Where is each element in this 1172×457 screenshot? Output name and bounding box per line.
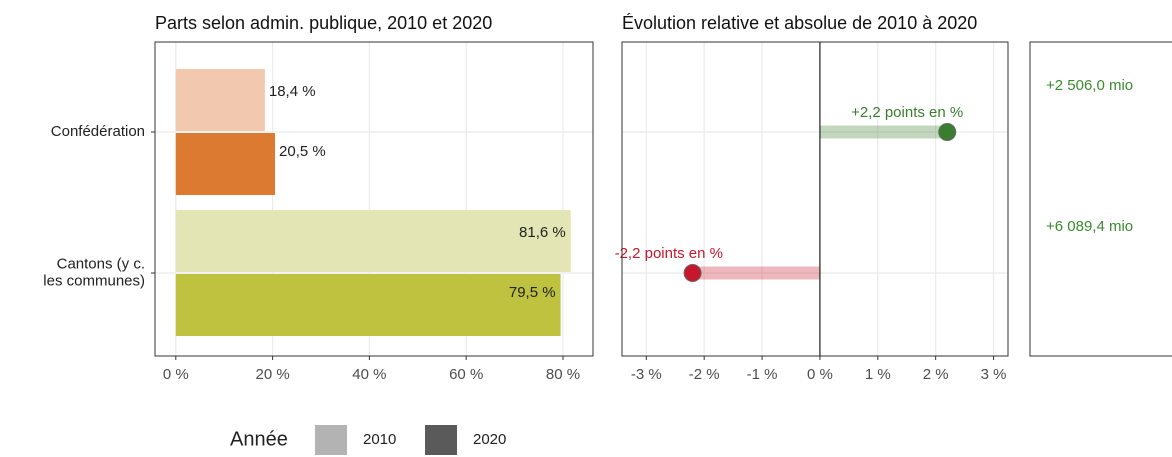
- bar: [175, 274, 561, 336]
- data-label: +2,2 points en %: [851, 104, 963, 121]
- legend-swatch: [315, 425, 347, 455]
- x-tick-label: 0 %: [163, 366, 189, 383]
- x-tick-label: -2 %: [689, 366, 720, 383]
- bar: [175, 69, 265, 131]
- data-label: 81,6 %: [519, 224, 566, 241]
- panel-border: [154, 41, 594, 357]
- change-point: [938, 123, 957, 141]
- data-label: -2,2 points en %: [615, 245, 723, 262]
- data-label: 20,5 %: [279, 143, 326, 160]
- panel-title: Parts selon admin. publique, 2010 et 202…: [155, 13, 492, 33]
- y-tick-label: Cantons (y c. les communes): [43, 255, 145, 289]
- x-tick-label: 1 %: [865, 366, 891, 383]
- x-tick-label: -1 %: [747, 366, 778, 383]
- data-label: 79,5 %: [509, 284, 556, 301]
- y-tick-label: Confédération: [51, 123, 145, 140]
- bar: [175, 210, 571, 272]
- x-tick-label: 80 %: [546, 366, 580, 383]
- x-tick-label: -3 %: [631, 366, 662, 383]
- panel-border: [621, 41, 1009, 357]
- panel-border: [1029, 41, 1172, 357]
- legend-title: Année: [230, 428, 288, 450]
- panel-title: Évolution relative et absolue de 2010 à …: [622, 13, 977, 33]
- x-tick-label: 3 %: [981, 366, 1007, 383]
- data-label: 18,4 %: [269, 83, 316, 100]
- legend-swatch: [425, 425, 457, 455]
- x-tick-label: 40 %: [352, 366, 386, 383]
- x-tick-label: 0 %: [807, 366, 833, 383]
- bar: [175, 133, 276, 195]
- absolute-change: +6 089,4 mio: [1046, 218, 1133, 235]
- x-tick-label: 20 %: [256, 366, 290, 383]
- absolute-change: +2 506,0 mio: [1046, 77, 1133, 94]
- legend-label: 2020: [473, 431, 506, 448]
- change-point: [683, 264, 702, 282]
- x-tick-label: 2 %: [923, 366, 949, 383]
- x-tick-label: 60 %: [449, 366, 483, 383]
- legend-label: 2010: [363, 431, 396, 448]
